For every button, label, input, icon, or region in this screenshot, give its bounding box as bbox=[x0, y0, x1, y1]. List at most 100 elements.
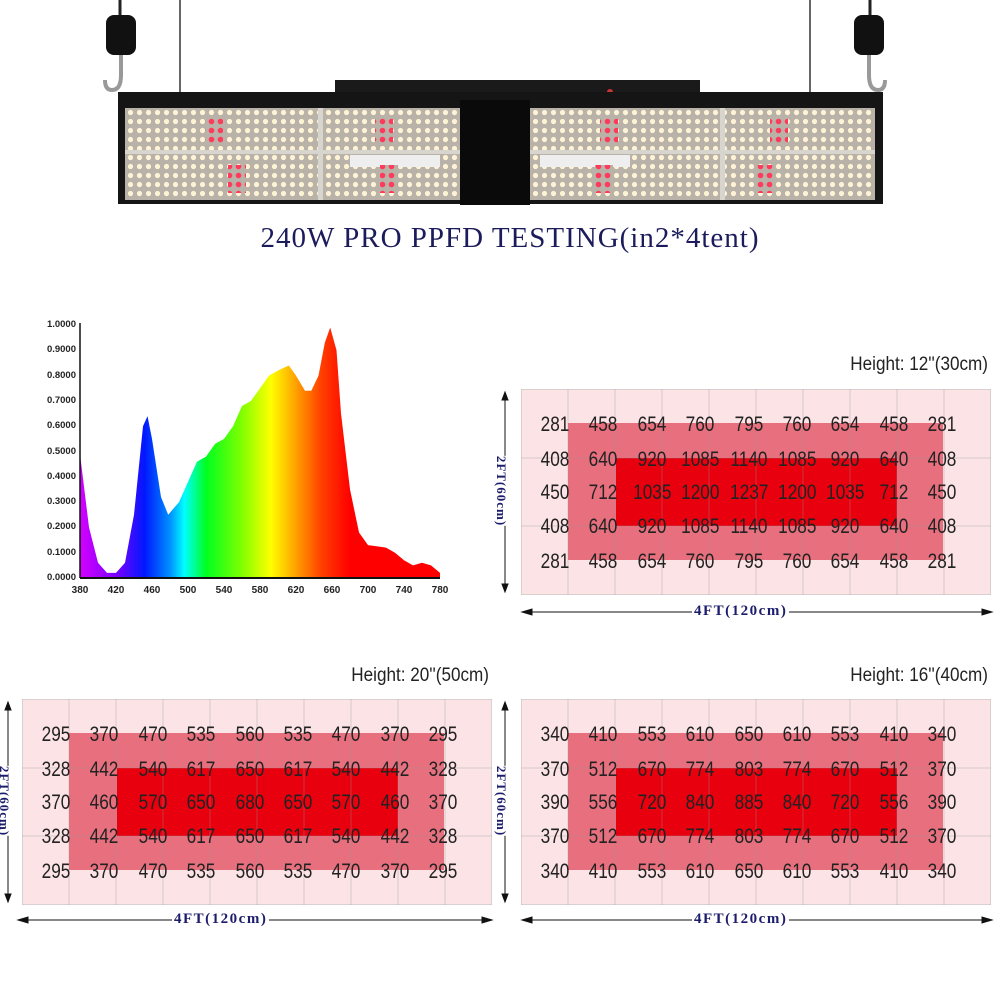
ppfd-value: 460 bbox=[380, 791, 410, 814]
ppfd-value: 458 bbox=[879, 413, 909, 436]
x-tick-label: 700 bbox=[359, 585, 377, 596]
ppfd-value: 1140 bbox=[730, 448, 768, 471]
ppfd-value: 408 bbox=[927, 515, 957, 538]
ppfd-value: 535 bbox=[186, 860, 216, 883]
spectrum-area bbox=[80, 327, 440, 578]
ppfd-value: 1140 bbox=[730, 515, 768, 538]
x-tick-label: 740 bbox=[395, 585, 413, 596]
ppfd-value: 295 bbox=[41, 723, 71, 746]
ppfd-value: 760 bbox=[685, 550, 715, 573]
ppfd-value: 1200 bbox=[778, 481, 817, 504]
y-tick-label: 0.0000 bbox=[46, 572, 76, 583]
x-tick-label: 540 bbox=[215, 585, 233, 596]
ppfd-value: 470 bbox=[332, 723, 361, 746]
ppfd-value: 450 bbox=[540, 481, 570, 504]
ppfd-value: 760 bbox=[782, 413, 812, 436]
hanger-right bbox=[854, 15, 884, 55]
ppfd-value: 610 bbox=[685, 723, 715, 746]
ppfd-value: 540 bbox=[138, 758, 168, 781]
ppfd-value: 670 bbox=[831, 825, 860, 848]
ppfd-value: 410 bbox=[879, 860, 909, 883]
ppfd-heatmap-16in: 340 410 553 610 650 610 553 410 340 370 512 670 774 8… bbox=[521, 699, 991, 905]
ppfd-value: 720 bbox=[831, 791, 860, 814]
ppfd-value: 458 bbox=[879, 550, 909, 573]
ppfd-value: 1035 bbox=[632, 481, 672, 504]
ppfd-value: 540 bbox=[138, 825, 168, 848]
ppfd-value: 1085 bbox=[778, 515, 817, 538]
ppfd-value: 650 bbox=[186, 791, 216, 814]
ppfd-value: 470 bbox=[332, 860, 361, 883]
ppfd-value: 458 bbox=[589, 550, 618, 573]
ppfd-value: 340 bbox=[927, 723, 957, 746]
ppfd-value: 670 bbox=[831, 758, 860, 781]
ppfd-value: 840 bbox=[782, 791, 812, 814]
height-label-20in: 2FT(60cm) bbox=[0, 765, 13, 837]
ppfd-value: 570 bbox=[332, 791, 361, 814]
ppfd-value: 370 bbox=[927, 825, 957, 848]
width-label-20in: 4FT(120cm) bbox=[172, 911, 270, 928]
ppfd-heatmap-20in: 295 370 470 535 560 535 470 370 295 328 442 540 617 6… bbox=[22, 699, 492, 905]
ppfd-value: 370 bbox=[428, 791, 458, 814]
ppfd-value: 340 bbox=[927, 860, 957, 883]
ppfd-value: 617 bbox=[283, 825, 313, 848]
ppfd-value: 408 bbox=[540, 448, 570, 471]
ppfd-value: 442 bbox=[90, 758, 119, 781]
heatmap-20in-title: Height: 20''(50cm) bbox=[351, 665, 489, 686]
ppfd-value: 650 bbox=[235, 825, 264, 848]
ppfd-value: 803 bbox=[734, 758, 763, 781]
ppfd-value: 570 bbox=[138, 791, 168, 814]
x-tick-label: 620 bbox=[287, 585, 305, 596]
inner-zone bbox=[117, 768, 398, 836]
ppfd-value: 553 bbox=[637, 723, 667, 746]
ppfd-value: 370 bbox=[927, 758, 957, 781]
ppfd-value: 640 bbox=[589, 515, 618, 538]
ppfd-value: 1200 bbox=[681, 481, 720, 504]
y-tick-label: 0.3000 bbox=[46, 496, 76, 508]
grow-light-image bbox=[103, 0, 887, 205]
ppfd-value: 670 bbox=[637, 758, 667, 781]
ppfd-value: 470 bbox=[138, 860, 168, 883]
inner-zone bbox=[616, 768, 897, 836]
ppfd-value: 617 bbox=[186, 825, 216, 848]
ppfd-value: 535 bbox=[283, 860, 313, 883]
ppfd-value: 281 bbox=[927, 550, 957, 573]
ppfd-value: 512 bbox=[589, 758, 618, 781]
inner-zone bbox=[616, 458, 897, 526]
ppfd-value: 795 bbox=[734, 413, 763, 436]
ppfd-value: 458 bbox=[589, 413, 618, 436]
x-tick-label: 460 bbox=[143, 585, 161, 596]
width-label-12in: 4FT(120cm) bbox=[692, 603, 790, 620]
ppfd-value: 535 bbox=[186, 723, 216, 746]
ppfd-value: 512 bbox=[879, 758, 909, 781]
ppfd-value: 408 bbox=[927, 448, 957, 471]
x-tick-label: 580 bbox=[251, 585, 269, 596]
ppfd-value: 410 bbox=[879, 723, 909, 746]
ppfd-value: 553 bbox=[831, 723, 860, 746]
ppfd-value: 840 bbox=[685, 791, 715, 814]
ppfd-value: 560 bbox=[235, 723, 264, 746]
ppfd-value: 1085 bbox=[778, 448, 817, 471]
ppfd-value: 540 bbox=[332, 825, 361, 848]
ppfd-value: 512 bbox=[589, 825, 618, 848]
ppfd-value: 370 bbox=[540, 825, 570, 848]
x-tick-label: 660 bbox=[323, 585, 341, 596]
width-label-16in: 4FT(120cm) bbox=[692, 911, 790, 928]
ppfd-value: 328 bbox=[41, 825, 71, 848]
ppfd-value: 774 bbox=[685, 758, 715, 781]
height-label-12in: 2FT(60cm) bbox=[493, 455, 510, 527]
ppfd-value: 760 bbox=[782, 550, 812, 573]
ppfd-value: 712 bbox=[589, 481, 618, 504]
ppfd-value: 640 bbox=[589, 448, 618, 471]
ppfd-value: 654 bbox=[637, 550, 667, 573]
ppfd-value: 650 bbox=[235, 758, 264, 781]
spectrum-plot bbox=[79, 323, 440, 579]
hanger-left bbox=[106, 15, 136, 55]
ppfd-value: 295 bbox=[41, 860, 71, 883]
ppfd-value: 617 bbox=[283, 758, 313, 781]
y-tick-label: 0.1000 bbox=[46, 546, 76, 558]
ppfd-value: 442 bbox=[380, 758, 410, 781]
y-tick-label: 0.9000 bbox=[46, 344, 76, 356]
ppfd-value: 540 bbox=[332, 758, 361, 781]
ppfd-value: 680 bbox=[235, 791, 264, 814]
ppfd-heatmap-12in: 281 458 654 760 795 760 654 458 281 408 640 920 1085… bbox=[521, 389, 991, 595]
